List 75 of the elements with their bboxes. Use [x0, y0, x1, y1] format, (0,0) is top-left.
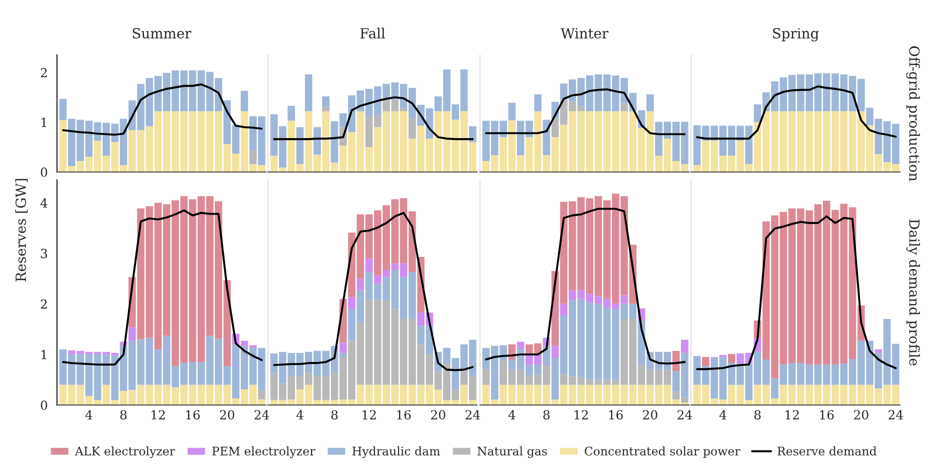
x-tick-label: 12	[362, 410, 376, 420]
chart-title: Summer	[132, 28, 192, 39]
x-tick-label: 20	[854, 410, 868, 420]
bar	[681, 340, 688, 353]
bar	[356, 278, 364, 290]
x-tick-label: 20	[220, 410, 234, 420]
bar	[469, 126, 476, 142]
bar	[322, 96, 330, 107]
x-tick-label: 16	[186, 410, 200, 420]
x-tick-label: 24	[254, 410, 270, 420]
bar	[348, 297, 356, 309]
x-tick-label: 20	[431, 410, 446, 420]
bar	[365, 258, 373, 272]
bar	[240, 90, 248, 112]
bar	[620, 103, 628, 112]
legend-label: ALK electrolyzer	[74, 446, 176, 458]
y-tick-label: 0	[40, 167, 48, 177]
bar	[551, 346, 559, 358]
y2-axis-title: Daily demand profile	[906, 220, 920, 366]
x-tick-label: 8	[120, 410, 127, 420]
y-tick-label: 2	[40, 68, 47, 78]
x-tick-label: 12	[574, 410, 588, 420]
bar	[339, 342, 347, 353]
y-tick-label: 2	[40, 299, 47, 309]
x-tick-label: 8	[754, 410, 761, 420]
x-tick-label: 12	[786, 410, 799, 420]
line-series	[62, 209, 263, 366]
y2-axis-title: Off-grid production	[906, 46, 920, 182]
bar	[702, 356, 710, 366]
bar	[874, 349, 882, 353]
x-tick-label: 16	[820, 410, 834, 420]
bar	[249, 150, 257, 164]
legend-label: PEM electrolyzer	[212, 446, 316, 458]
y-tick-label: 1	[42, 350, 46, 360]
legend-label: Concentrated solar power	[584, 446, 740, 458]
x-tick-label: 4	[719, 410, 726, 420]
bar	[304, 74, 312, 112]
bar	[728, 354, 736, 364]
x-tick-label: 24	[888, 410, 904, 420]
chart-title: Fall	[360, 28, 386, 39]
legend-label: Natural gas	[478, 446, 547, 458]
x-tick-label: 4	[85, 410, 92, 420]
bar	[314, 127, 321, 155]
x-tick-label: 4	[296, 410, 304, 420]
bar	[408, 118, 416, 139]
y-tick-label: 3	[40, 248, 48, 258]
bar	[258, 390, 266, 400]
x-tick-label: 24	[678, 410, 692, 420]
bar	[128, 327, 136, 341]
x-tick-label: 20	[643, 410, 658, 420]
chart-title: Spring	[773, 28, 819, 42]
bar	[296, 127, 304, 164]
bar	[508, 102, 516, 120]
line-series	[62, 83, 263, 136]
y-axis-title: Reserves [GW]	[15, 178, 28, 282]
legend-label: Reserve demand	[778, 446, 876, 456]
x-tick-label: 24	[466, 410, 480, 420]
bar	[482, 370, 490, 385]
x-tick-label: 12	[152, 410, 165, 420]
y-tick-label: 4	[40, 198, 48, 208]
bar	[560, 304, 568, 316]
bar	[288, 106, 295, 121]
bar	[516, 342, 524, 350]
x-tick-label: 16	[397, 410, 411, 420]
x-tick-label: 16	[609, 410, 623, 420]
chart-title: Winter	[560, 28, 608, 39]
x-tick-label: 8	[543, 410, 550, 420]
bar	[322, 106, 330, 112]
y-tick-label: 0	[40, 400, 48, 410]
bar	[620, 295, 628, 304]
legend-label: Hydraulic dam	[352, 446, 440, 458]
bar	[534, 94, 542, 112]
x-tick-label: 4	[508, 410, 516, 420]
y-tick-label: 1	[42, 118, 46, 127]
x-tick-label: 8	[331, 410, 338, 420]
